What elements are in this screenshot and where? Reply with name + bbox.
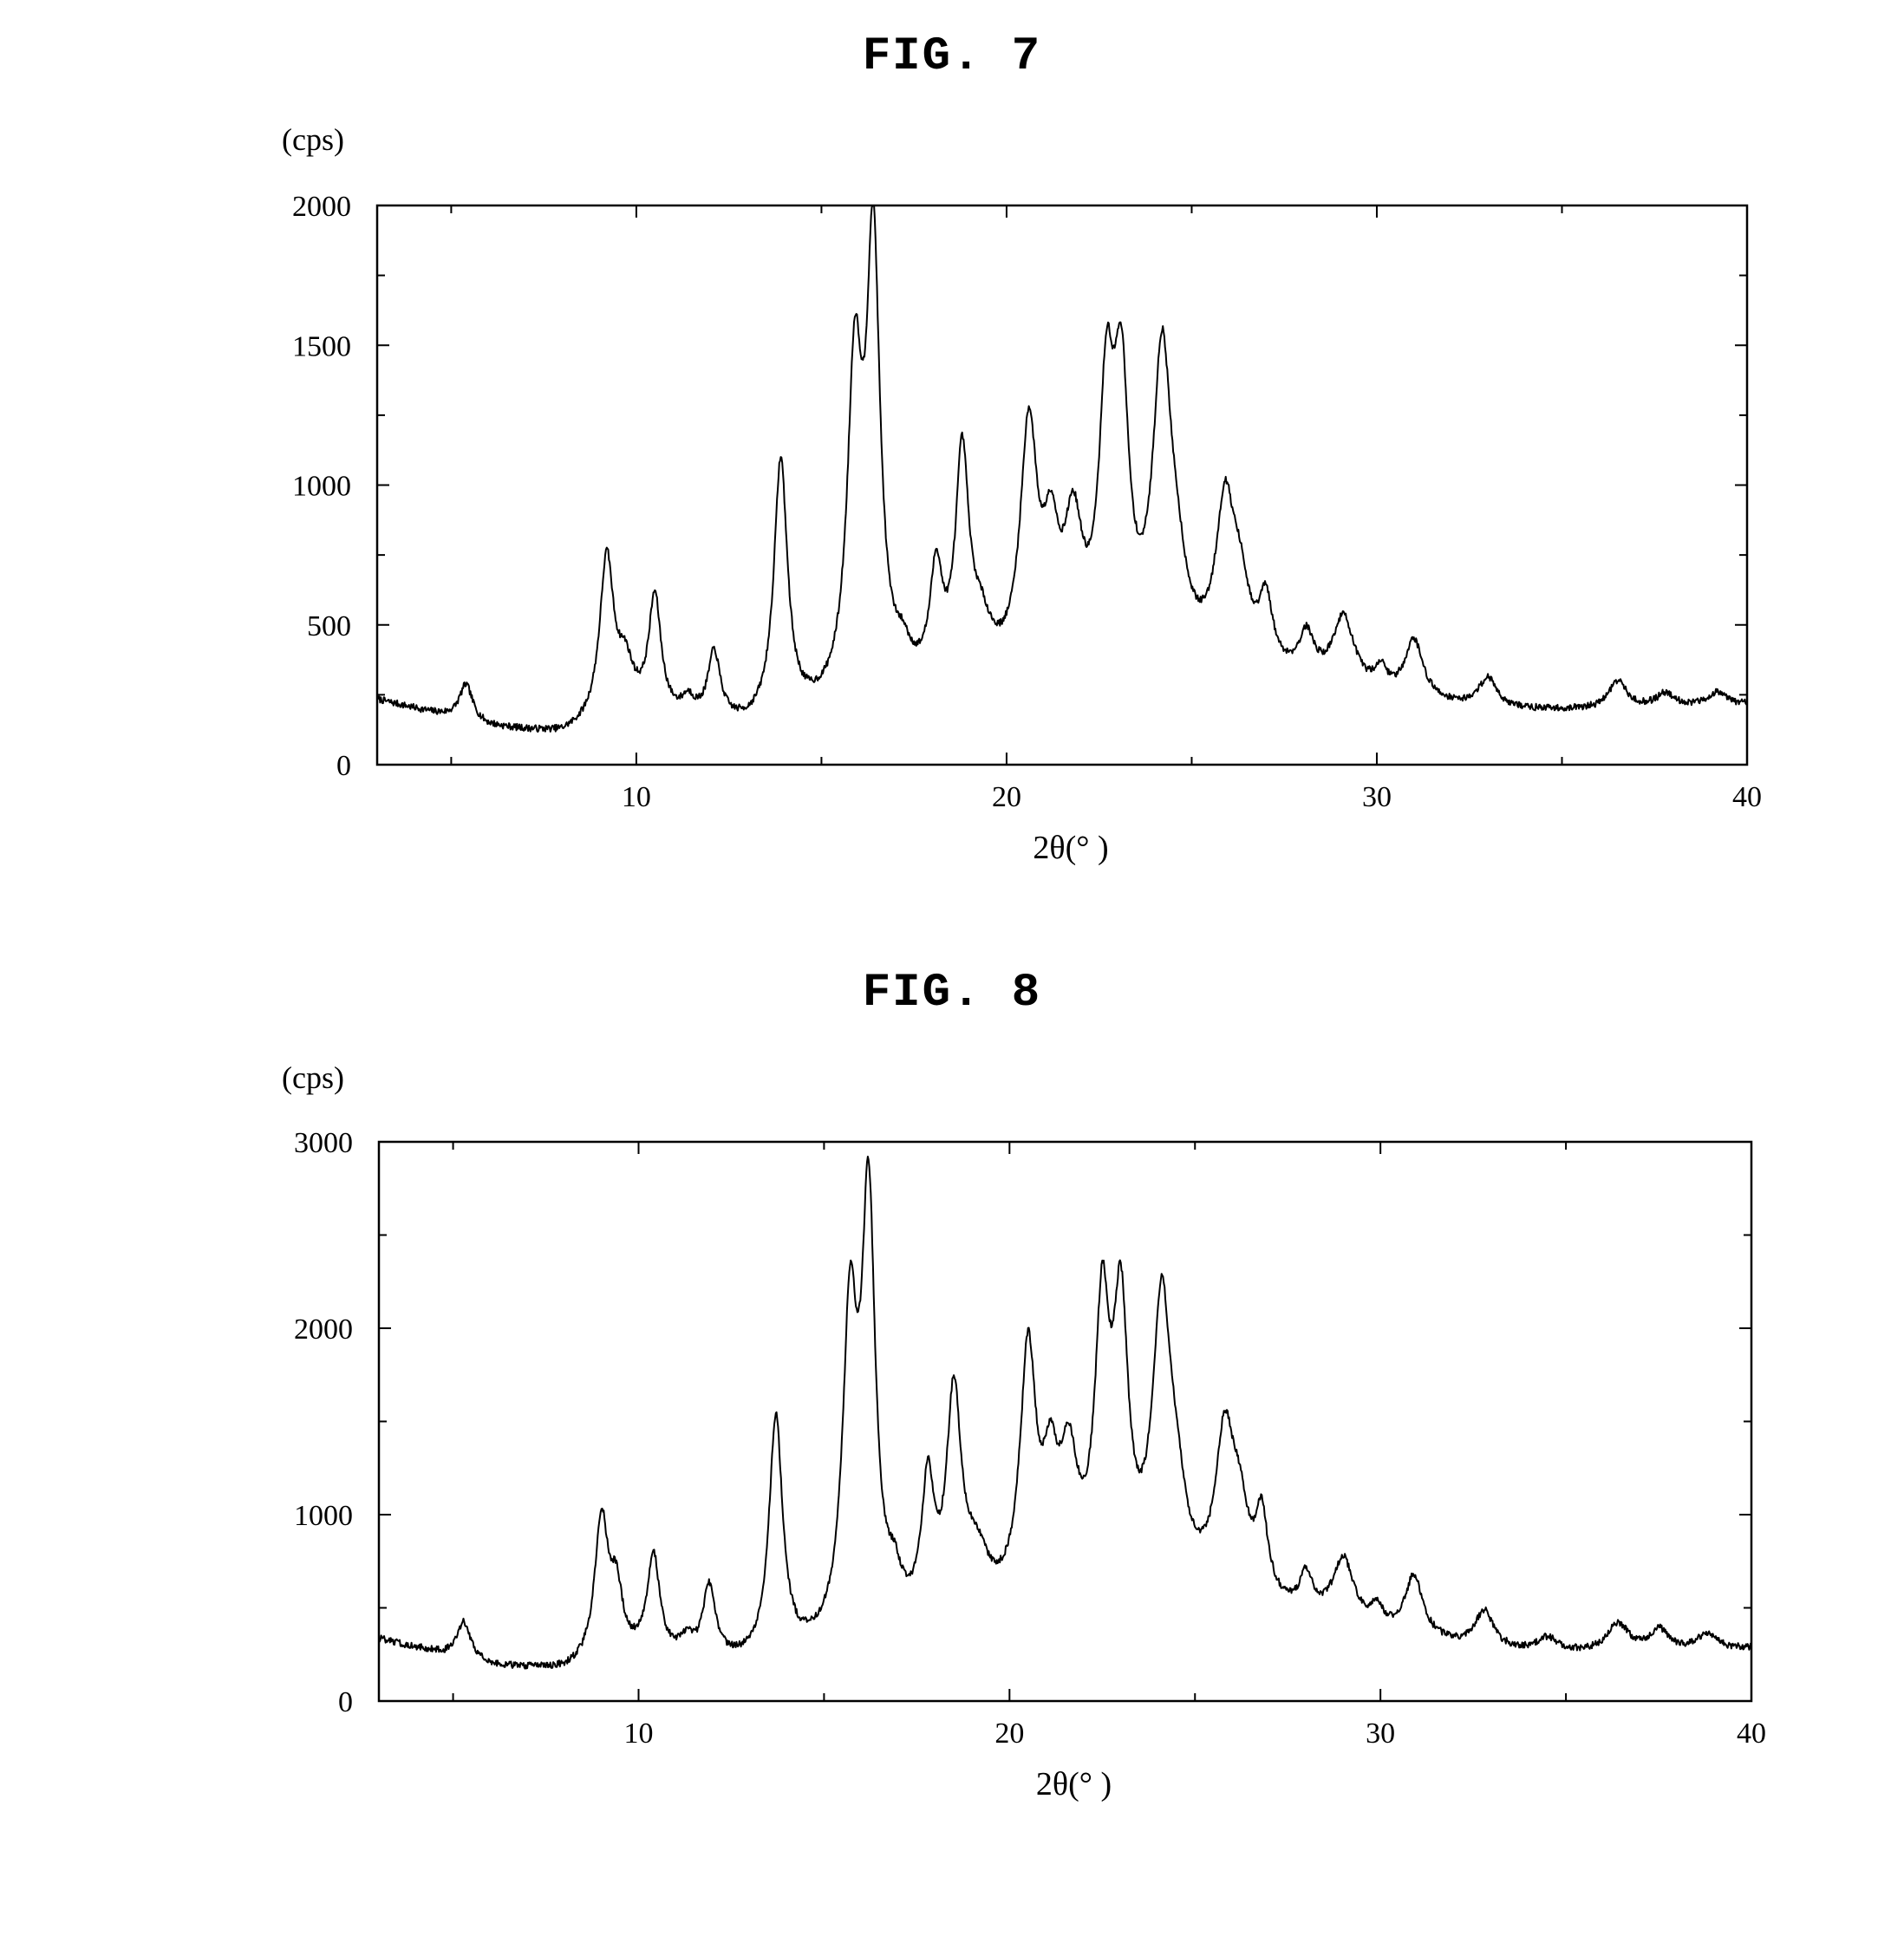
y-tick-label: 2000: [292, 191, 351, 223]
x-tick-label: 10: [622, 781, 651, 813]
x-tick-label: 30: [1366, 1718, 1395, 1750]
x-tick-label: 20: [992, 781, 1021, 813]
y-tick-label: 1000: [294, 1500, 353, 1532]
y-tick-label: 2000: [294, 1313, 353, 1346]
x-tick-label: 10: [623, 1718, 653, 1750]
x-tick-label: 40: [1732, 781, 1762, 813]
x-tick-label: 40: [1737, 1718, 1766, 1750]
xrd-pattern-line: [377, 205, 1747, 732]
y-tick-label: 0: [336, 750, 351, 782]
x-tick-label: 30: [1362, 781, 1392, 813]
plot-frame: [377, 205, 1747, 765]
chart-0: 10 20 30 40 0 500 1000 1500 2000 2θ(° ): [292, 191, 1762, 866]
plot-frame: [379, 1142, 1751, 1701]
y-tick-label: 1000: [292, 471, 351, 503]
chart-1: 10 20 30 40 0 1000 2000 3000 2θ(° ): [294, 1127, 1766, 1802]
y-tick-label: 3000: [294, 1127, 353, 1159]
x-axis-label: 2θ(° ): [1036, 1766, 1112, 1802]
y-tick-label: 0: [338, 1686, 353, 1718]
y-tick-label: 1500: [292, 330, 351, 362]
x-tick-label: 20: [994, 1718, 1024, 1750]
xrd-pattern-line: [379, 1157, 1751, 1669]
x-axis-label: 2θ(° ): [1033, 830, 1108, 866]
y-tick-label: 500: [307, 610, 351, 642]
